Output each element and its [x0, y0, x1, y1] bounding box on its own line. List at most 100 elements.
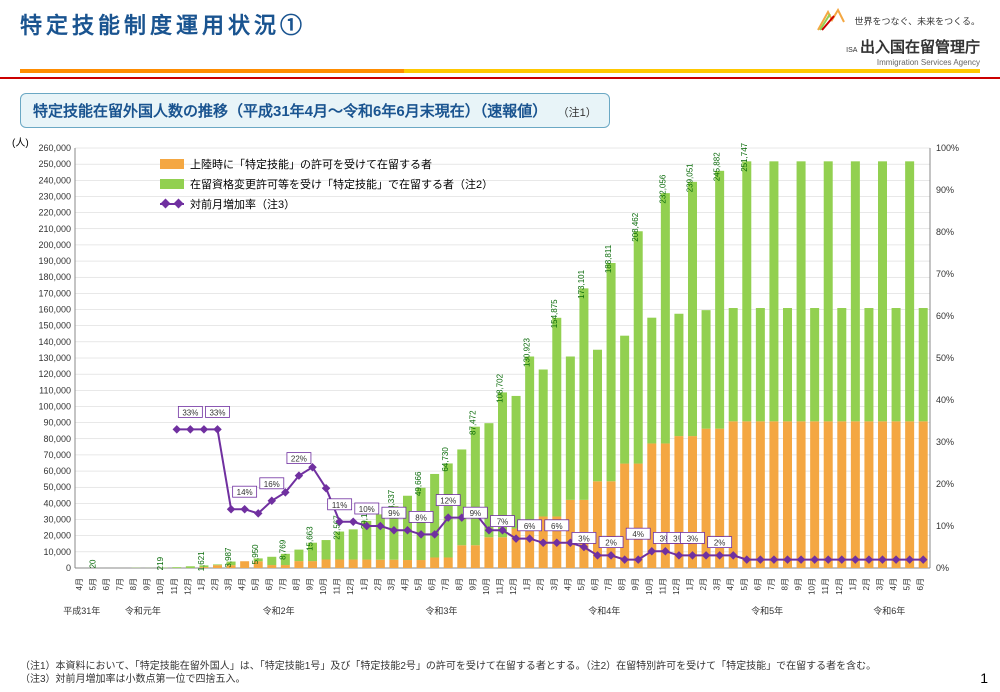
legend-orange: 上陸時に「特定技能」の許可を受けて在留する者: [190, 156, 432, 172]
svg-text:0%: 0%: [936, 563, 949, 573]
svg-text:70,000: 70,000: [43, 450, 71, 460]
svg-text:130,923: 130,923: [523, 338, 532, 367]
agency-en: Immigration Services Agency: [877, 58, 980, 67]
svg-text:2月: 2月: [211, 578, 220, 590]
svg-text:70%: 70%: [936, 269, 954, 279]
agency-name: 出入国在留管理庁: [860, 39, 980, 56]
svg-text:8月: 8月: [618, 578, 627, 590]
svg-text:9月: 9月: [468, 578, 477, 590]
svg-text:60%: 60%: [936, 311, 954, 321]
svg-text:220,000: 220,000: [38, 208, 71, 218]
legend: 上陸時に「特定技能」の許可を受けて在留する者 在留資格変更許可等を受け「特定技能…: [160, 156, 493, 216]
svg-text:1月: 1月: [523, 578, 532, 590]
svg-text:11月: 11月: [821, 578, 830, 594]
svg-text:190,000: 190,000: [38, 256, 71, 266]
svg-text:10月: 10月: [156, 578, 165, 595]
svg-text:10月: 10月: [319, 578, 328, 595]
svg-text:49,666: 49,666: [414, 471, 423, 496]
footnotes: （注1）本資料において、「特定技能在留外国人」は、「特定技能1号」及び「特定技能…: [20, 660, 980, 686]
svg-text:16%: 16%: [264, 480, 280, 489]
svg-text:1,621: 1,621: [197, 551, 206, 572]
svg-text:20: 20: [88, 559, 97, 568]
svg-text:1月: 1月: [848, 578, 857, 590]
svg-text:11月: 11月: [170, 578, 179, 594]
svg-text:令和3年: 令和3年: [425, 605, 457, 616]
svg-text:12月: 12月: [183, 578, 192, 595]
svg-text:219: 219: [156, 556, 165, 570]
svg-text:8%: 8%: [415, 513, 427, 522]
svg-text:1月: 1月: [686, 578, 695, 590]
svg-text:33%: 33%: [182, 408, 198, 417]
svg-text:11月: 11月: [658, 578, 667, 594]
svg-text:2月: 2月: [536, 578, 545, 590]
svg-text:令和2年: 令和2年: [263, 605, 295, 616]
svg-text:200,000: 200,000: [38, 240, 71, 250]
svg-text:6月: 6月: [916, 578, 925, 590]
svg-text:4月: 4月: [238, 578, 247, 590]
svg-text:210,000: 210,000: [38, 224, 71, 234]
svg-text:3月: 3月: [224, 578, 233, 590]
subtitle: 特定技能在留外国人数の推移（平成31年4月～令和6年6月末現在）（速報値）: [33, 103, 547, 120]
svg-text:3月: 3月: [876, 578, 885, 590]
svg-text:10,000: 10,000: [43, 547, 71, 557]
svg-text:4月: 4月: [563, 578, 572, 590]
svg-text:90%: 90%: [936, 185, 954, 195]
svg-text:239,051: 239,051: [686, 163, 695, 192]
svg-text:3月: 3月: [387, 578, 396, 590]
svg-text:260,000: 260,000: [38, 143, 71, 153]
svg-text:20,000: 20,000: [43, 531, 71, 541]
svg-text:4月: 4月: [401, 578, 410, 590]
svg-text:8月: 8月: [292, 578, 301, 590]
svg-text:7月: 7月: [767, 578, 776, 590]
svg-text:232,056: 232,056: [658, 174, 667, 203]
svg-text:2月: 2月: [699, 578, 708, 590]
svg-text:90,000: 90,000: [43, 418, 71, 428]
svg-text:11月: 11月: [333, 578, 342, 594]
svg-text:180,000: 180,000: [38, 272, 71, 282]
svg-text:30,000: 30,000: [43, 515, 71, 525]
title-underline: [20, 69, 980, 73]
svg-text:7月: 7月: [604, 578, 613, 590]
svg-text:10月: 10月: [808, 578, 817, 595]
svg-text:12月: 12月: [672, 578, 681, 595]
svg-text:130,000: 130,000: [38, 353, 71, 363]
legend-swatch-green: [160, 179, 184, 189]
svg-text:6月: 6月: [753, 578, 762, 590]
svg-text:6月: 6月: [265, 578, 274, 590]
svg-text:240,000: 240,000: [38, 175, 71, 185]
svg-text:9%: 9%: [470, 509, 482, 518]
svg-text:20%: 20%: [936, 479, 954, 489]
page-title: 特定技能制度運用状況①: [20, 8, 306, 40]
svg-text:245,882: 245,882: [713, 152, 722, 181]
svg-text:170,000: 170,000: [38, 288, 71, 298]
svg-text:0: 0: [66, 563, 71, 573]
svg-text:7月: 7月: [441, 578, 450, 590]
svg-text:3,987: 3,987: [224, 547, 233, 568]
svg-text:4%: 4%: [632, 530, 644, 539]
red-divider: [0, 77, 1000, 79]
svg-text:1月: 1月: [360, 578, 369, 590]
svg-text:3%: 3%: [687, 534, 699, 543]
svg-text:15,663: 15,663: [306, 526, 315, 551]
y-unit: (人): [12, 134, 29, 149]
svg-text:8,769: 8,769: [278, 539, 287, 560]
svg-text:10月: 10月: [482, 578, 491, 595]
svg-text:5月: 5月: [903, 578, 912, 590]
svg-text:5月: 5月: [414, 578, 423, 590]
svg-text:9月: 9月: [306, 578, 315, 590]
svg-text:6月: 6月: [428, 578, 437, 590]
svg-text:令和元年: 令和元年: [125, 605, 161, 616]
svg-text:8月: 8月: [129, 578, 138, 590]
svg-text:1月: 1月: [197, 578, 206, 590]
svg-text:87,472: 87,472: [468, 410, 477, 435]
svg-text:3月: 3月: [550, 578, 559, 590]
svg-text:6%: 6%: [551, 522, 563, 531]
svg-text:230,000: 230,000: [38, 191, 71, 201]
svg-text:40%: 40%: [936, 395, 954, 405]
svg-text:150,000: 150,000: [38, 321, 71, 331]
svg-text:50%: 50%: [936, 353, 954, 363]
svg-text:令和4年: 令和4年: [588, 605, 620, 616]
svg-text:64,730: 64,730: [441, 447, 450, 472]
svg-text:9%: 9%: [388, 509, 400, 518]
page-number: 1: [980, 670, 988, 686]
